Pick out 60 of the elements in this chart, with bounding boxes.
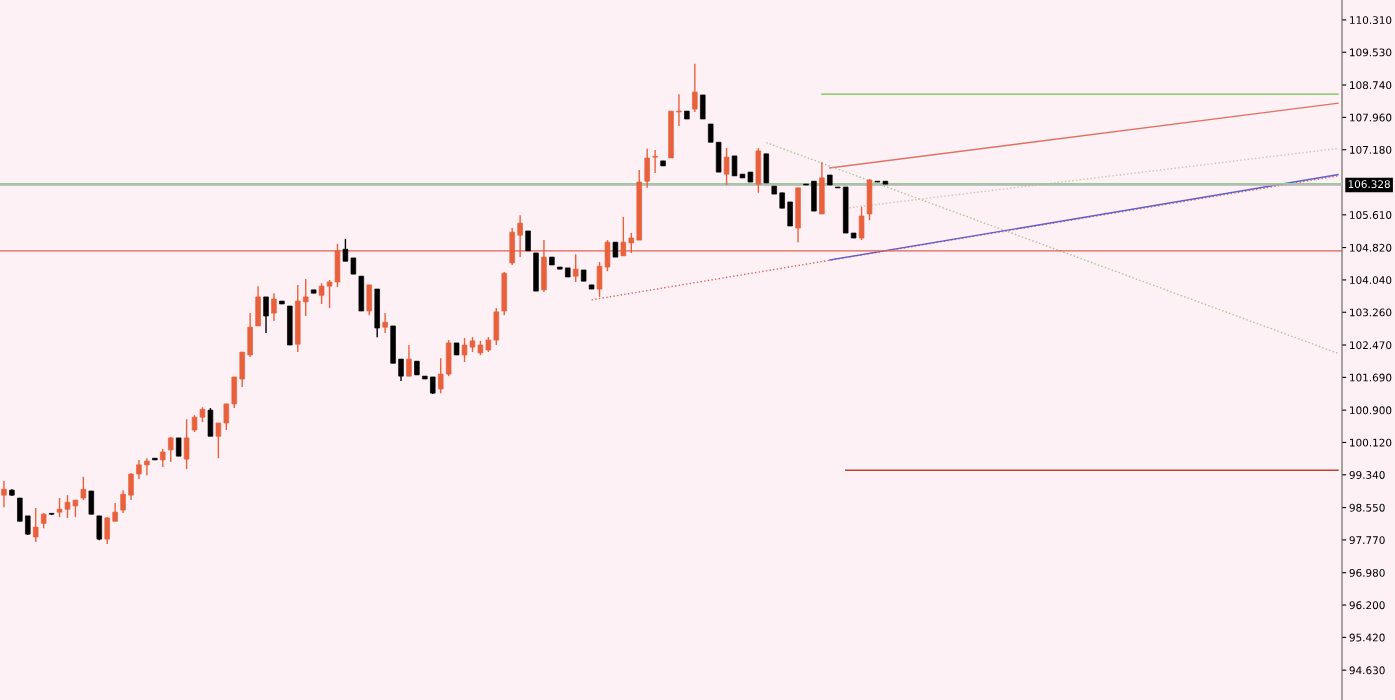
- y-tick-label: 97.770: [1349, 536, 1385, 545]
- candlestick: [1, 480, 7, 508]
- y-tick-label: 94.630: [1349, 666, 1385, 675]
- y-tick-label: 100.900: [1350, 406, 1392, 415]
- y-tick-label: 105.610: [1350, 211, 1392, 219]
- candlestick: [80, 476, 87, 501]
- y-tick-label: 103.260: [1350, 308, 1392, 317]
- y-tick-label: 100.120: [1350, 438, 1392, 447]
- candlestick: [707, 123, 714, 143]
- y-tick-label: 95.420: [1349, 633, 1385, 642]
- candlestick: [406, 344, 412, 377]
- candlestick: [33, 507, 39, 543]
- candlestick: [88, 490, 95, 515]
- candlestick: [175, 437, 182, 457]
- candlestick: [96, 515, 102, 542]
- candlestick: [692, 63, 698, 113]
- candlestick: [271, 292, 277, 322]
- candlestick: [398, 358, 404, 382]
- candlestick: [342, 238, 349, 262]
- candlestick: [644, 148, 650, 189]
- candlestick: [168, 436, 174, 463]
- candlestick: [215, 422, 222, 459]
- candlestick: [136, 459, 142, 480]
- y-tick-label: 110.310: [1350, 16, 1392, 25]
- candlestick: [128, 472, 134, 501]
- y-tick-label: 101.690: [1350, 373, 1392, 382]
- candlestick: [620, 216, 627, 257]
- y-tick-label: 96.980: [1349, 568, 1385, 577]
- candlestick: [723, 147, 730, 186]
- candlestick: [517, 214, 523, 258]
- candlestick: [144, 457, 150, 476]
- candlestick: [652, 149, 658, 174]
- y-tick-label: 107.180: [1350, 145, 1392, 154]
- candlestick: [382, 312, 388, 334]
- y-tick-label: 108.740: [1350, 81, 1392, 90]
- candlestick: [628, 232, 635, 254]
- candlestick: [263, 296, 269, 334]
- y-tick-label: 102.470: [1350, 341, 1392, 350]
- candlestick: [25, 515, 31, 536]
- y-tick-label: 99.340: [1349, 471, 1385, 479]
- candlestick: [104, 516, 110, 545]
- candlestick: [858, 206, 865, 241]
- candlestick: [318, 282, 325, 305]
- candlestick: [183, 418, 190, 470]
- candlestick: [120, 489, 126, 514]
- candlestick: [112, 502, 118, 522]
- candlestick: [437, 357, 444, 394]
- candlestick: [572, 253, 579, 283]
- y-tick-label: 104.820: [1350, 243, 1392, 252]
- ref-line-label: 106.328: [1348, 180, 1390, 189]
- y-tick-label: 104.040: [1350, 276, 1392, 285]
- y-tick-label: 98.550: [1349, 503, 1385, 512]
- candlestick: [525, 230, 531, 252]
- candlestick: [17, 497, 23, 522]
- y-tick-label: 107.960: [1350, 113, 1392, 122]
- y-tick-label: 96.200: [1349, 601, 1385, 610]
- candlestick: [302, 278, 309, 317]
- candlestick: [223, 403, 230, 431]
- candlestick: [676, 93, 682, 127]
- y-tick-label: 109.530: [1350, 48, 1392, 57]
